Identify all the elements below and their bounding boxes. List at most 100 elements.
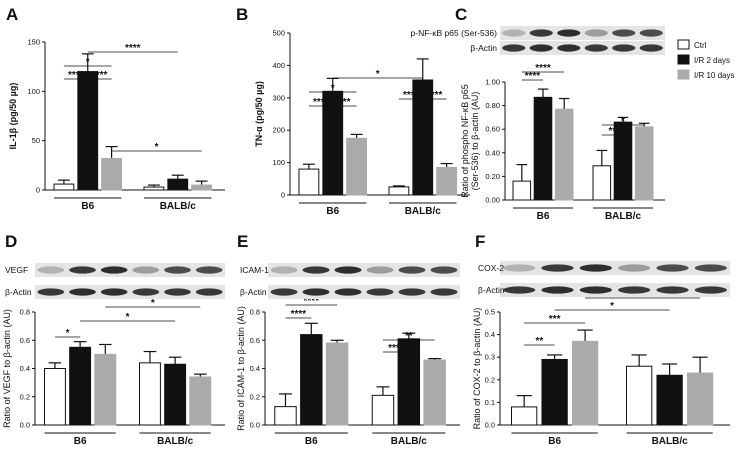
bar [511,406,538,426]
significance-label: **** [68,70,84,81]
blot-band [430,288,458,296]
bar [167,178,189,191]
legend-label: I/R 2 days [694,56,730,65]
y-tick-label: 0.00 [485,196,500,205]
blot-label: β-Actin [470,43,497,53]
blot-band [541,264,574,272]
bar [656,374,683,426]
bar [436,166,458,196]
blot-band [694,286,727,294]
bar [533,96,553,201]
significance-label: **** [427,90,443,101]
y-tick-label: 400 [272,61,285,70]
y-tick-label: 0.4 [485,330,495,339]
bar [164,363,187,426]
panel-letter: E [237,232,248,251]
y-tick-label: 300 [272,93,285,102]
x-tick-label: BALB/c [160,201,197,212]
y-tick-label: 0.2 [250,392,260,401]
blot-band [195,288,223,296]
blot-band [132,288,160,296]
blot-band [639,29,663,37]
blot-band [37,266,65,274]
x-tick-label: B6 [548,436,561,447]
bar [94,353,117,426]
blot-band [398,266,426,274]
significance-label: ** [535,336,543,347]
y-tick-label: 0.4 [250,364,260,373]
blot-band [639,44,663,52]
blot-band [557,44,581,52]
blot-band [503,264,536,272]
bar [554,108,574,201]
significance-label: * [610,301,614,312]
blot-band [579,264,612,272]
blot-band [366,288,394,296]
blot-label: COX-2 [478,263,504,273]
blot-band [694,264,727,272]
bar [423,359,446,426]
y-tick-label: 500 [272,29,285,38]
blot-band [164,266,191,274]
y-tick-label: 0.5 [485,308,495,317]
y-tick-label: 0.1 [485,398,495,407]
blot-band [502,44,526,52]
blot-label: β-Actin [240,287,267,297]
bar [44,368,66,426]
bar [143,186,165,191]
significance-label: **** [535,63,551,74]
blot-band [195,266,223,274]
blot-band [69,266,96,274]
panel-letter: C [455,5,467,24]
y-tick-label: 0.40 [485,148,500,157]
blot-band [656,264,689,272]
blot-band [612,29,636,37]
bar [300,334,323,426]
blot-band [541,286,574,294]
panel: C Ratio of phospho NF-κB p65 (Ser-536) to … [411,5,735,222]
blot-band [618,286,651,294]
x-tick-label: B6 [305,436,318,447]
bar [686,372,714,426]
bar [274,406,297,426]
y-tick-label: 0.60 [485,125,500,134]
x-tick-label: B6 [537,211,550,222]
bar [512,180,532,201]
blot-band [270,266,298,274]
bar [191,184,212,191]
y-tick-label: 0.2 [20,392,30,401]
bar [541,358,568,426]
blot-label: p-NF-κB p65 (Ser-536) [411,28,498,38]
legend-label: Ctrl [694,41,707,50]
blot-band [579,286,612,294]
bar [412,79,434,196]
blot-label: ICAM-1 [240,265,269,275]
panel: E Ratio of ICAM-1 to β-actin (AU) 0.0 0.2 0.… [236,232,460,447]
x-tick-label: BALB/c [405,206,442,217]
blot-band [100,266,128,274]
blot-band [69,288,96,296]
significance-label: **** [291,309,307,320]
legend-swatch [677,54,690,65]
blot-band [164,288,191,296]
legend-swatch [677,39,690,50]
blot-band [270,288,298,296]
y-tick-label: 0.2 [485,375,495,384]
x-tick-label: B6 [326,206,339,217]
blot-band [132,266,160,274]
bar [388,186,410,196]
bar [397,338,421,426]
y-tick-label: 0.0 [20,421,30,430]
y-tick-label: 200 [272,126,285,135]
y-axis-label: Ratio of VEGF to β-actin (AU) [2,309,12,428]
y-tick-label: 150 [27,38,40,47]
significance-label: *** [549,314,561,325]
significance-label: * [376,69,380,80]
x-tick-label: BALB/c [652,436,689,447]
blot-label: VEGF [5,265,28,275]
blot-band [334,266,362,274]
blot-band [430,266,458,274]
y-axis-label: TN-α (pg/50 µg) [254,81,264,147]
blot-band [612,44,636,52]
